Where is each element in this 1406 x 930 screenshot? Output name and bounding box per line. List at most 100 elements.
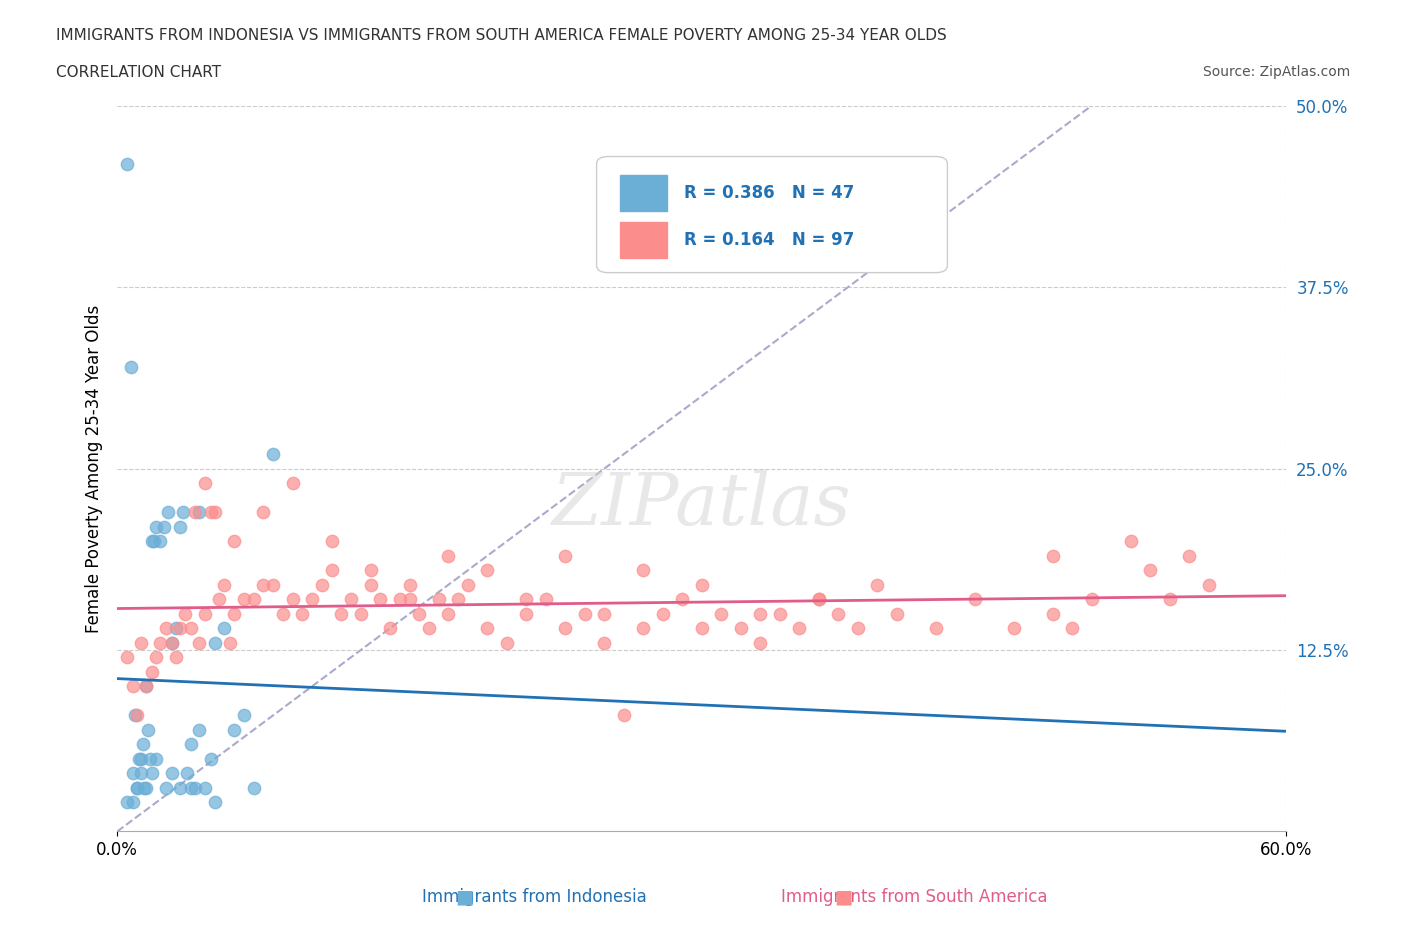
Point (129, 751, 152, 766)
Point (291, 606, 314, 621)
Point (807, 591, 830, 606)
Point (1042, 549, 1064, 564)
Point (398, 591, 420, 606)
Point (129, 635, 152, 650)
Point (156, 505, 179, 520)
Point (135, 679, 157, 694)
Point (554, 621, 576, 636)
Point (1042, 606, 1064, 621)
Point (749, 635, 772, 650)
Point (827, 606, 849, 621)
Y-axis label: Female Poverty Among 25-34 Year Olds: Female Poverty Among 25-34 Year Olds (86, 304, 103, 632)
Point (388, 591, 411, 606)
Point (224, 534, 246, 549)
Point (457, 578, 479, 592)
Point (125, 780, 148, 795)
Point (224, 723, 246, 737)
Text: ■: ■ (834, 887, 853, 906)
Point (141, 766, 163, 781)
Point (145, 751, 167, 766)
Point (427, 591, 450, 606)
Point (180, 621, 202, 636)
Point (242, 780, 264, 795)
Point (131, 737, 153, 751)
Point (141, 534, 163, 549)
Point (360, 578, 382, 592)
Point (149, 635, 172, 650)
FancyBboxPatch shape (596, 156, 948, 272)
Point (121, 795, 143, 810)
Point (214, 578, 236, 592)
Point (1062, 621, 1084, 636)
Point (690, 578, 713, 592)
Point (437, 606, 460, 621)
Point (160, 635, 183, 650)
Point (330, 606, 353, 621)
Point (437, 549, 460, 564)
Point (1002, 621, 1025, 636)
Point (207, 591, 229, 606)
Point (160, 766, 183, 781)
Point (321, 534, 343, 549)
Point (787, 621, 810, 636)
Point (172, 505, 194, 520)
Point (165, 621, 187, 636)
Point (633, 563, 655, 578)
Point (115, 795, 138, 810)
Point (128, 751, 150, 766)
Point (224, 606, 246, 621)
Point (242, 591, 264, 606)
Point (496, 635, 519, 650)
Point (1178, 549, 1201, 564)
Point (749, 606, 772, 621)
Point (574, 606, 596, 621)
Point (477, 621, 499, 636)
Point (271, 606, 294, 621)
Point (214, 621, 236, 636)
Point (593, 635, 616, 650)
Point (252, 505, 274, 520)
Point (963, 591, 986, 606)
Point (1119, 534, 1142, 549)
Point (125, 708, 148, 723)
Point (135, 679, 157, 694)
Point (174, 606, 197, 621)
Point (554, 549, 576, 564)
Point (180, 780, 202, 795)
Point (200, 751, 222, 766)
Text: Immigrants from South America: Immigrants from South America (780, 888, 1047, 906)
Point (194, 780, 217, 795)
Point (1159, 591, 1181, 606)
Point (165, 650, 187, 665)
Point (204, 635, 226, 650)
Point (204, 795, 226, 810)
Point (807, 591, 830, 606)
Point (143, 534, 166, 549)
Point (121, 679, 143, 694)
Point (613, 708, 636, 723)
Point (115, 650, 138, 665)
Point (145, 650, 167, 665)
Point (149, 534, 172, 549)
Point (252, 578, 274, 592)
Point (262, 446, 284, 461)
Point (120, 360, 142, 375)
Point (153, 519, 176, 534)
Point (124, 708, 146, 723)
Point (188, 505, 211, 520)
Point (769, 606, 792, 621)
Point (176, 766, 198, 781)
Point (169, 621, 191, 636)
Point (281, 591, 304, 606)
Point (232, 591, 254, 606)
Point (447, 591, 470, 606)
Point (378, 621, 401, 636)
Point (200, 505, 222, 520)
Point (633, 621, 655, 636)
Point (155, 621, 177, 636)
Point (204, 505, 226, 520)
Point (219, 635, 242, 650)
Point (141, 664, 163, 679)
Point (301, 591, 323, 606)
Point (188, 635, 211, 650)
